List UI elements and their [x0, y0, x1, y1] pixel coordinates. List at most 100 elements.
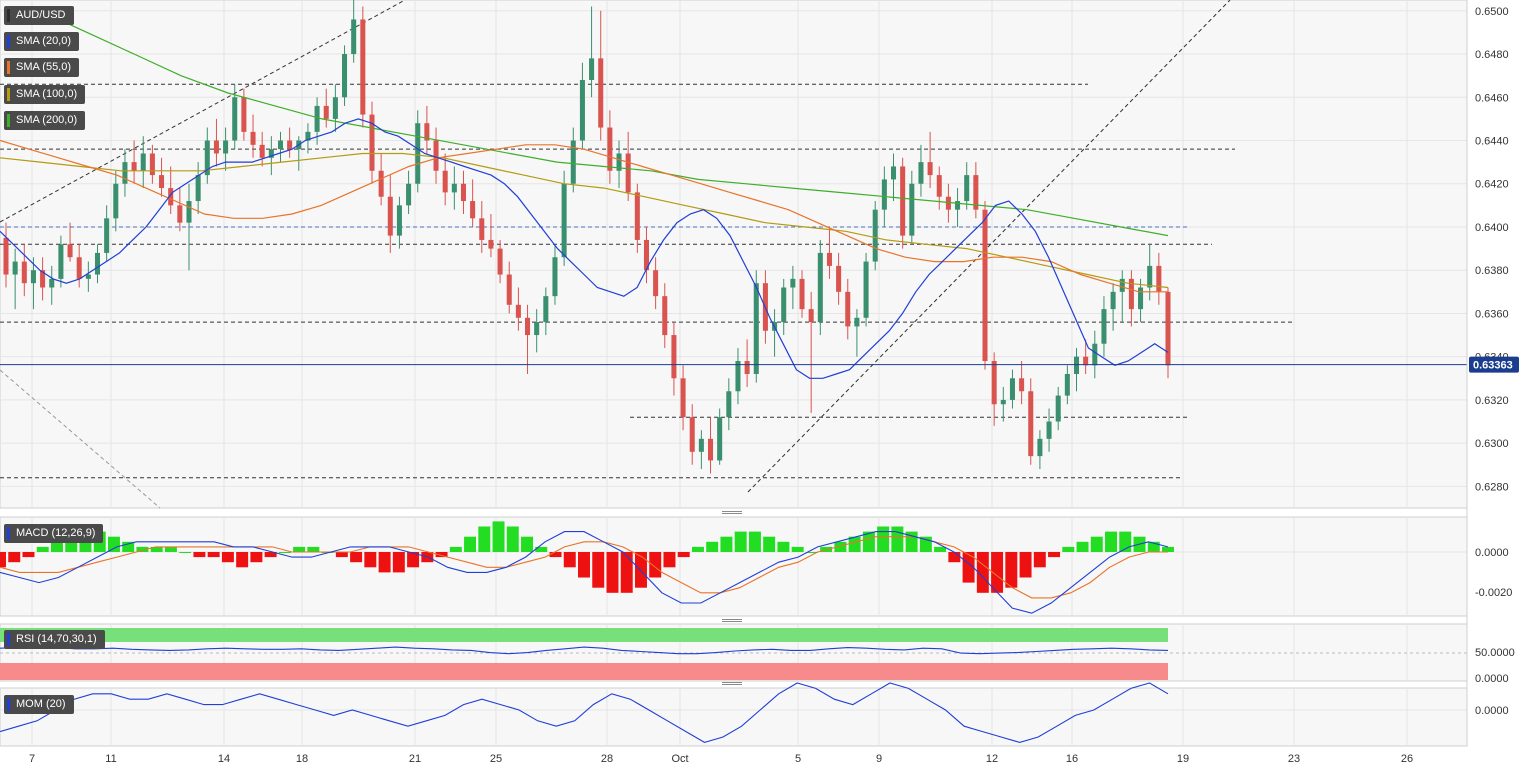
macd-resize-handle[interactable]: [722, 511, 742, 516]
candle-body: [1092, 343, 1098, 366]
sma-200-swatch: [7, 114, 10, 127]
legend-mom[interactable]: MOM (20): [4, 695, 74, 714]
macd-histogram-bar: [122, 541, 135, 552]
macd-histogram-bar: [1162, 546, 1174, 552]
legend-sma-55[interactable]: SMA (55,0): [4, 58, 80, 77]
x-tick-label: 7: [29, 753, 35, 765]
candle-body: [909, 183, 915, 236]
candle-body: [955, 201, 961, 210]
candle-body: [836, 265, 842, 292]
x-tick-label: Oct: [671, 753, 688, 765]
x-tick-label: 5: [795, 753, 801, 765]
candle-body: [1165, 291, 1171, 366]
candle-body: [863, 261, 869, 318]
candle-body: [589, 58, 595, 80]
rsi-resize-handle[interactable]: [722, 619, 742, 624]
candle-body: [991, 361, 997, 405]
legend-macd[interactable]: MACD (12,26,9): [4, 524, 104, 543]
candle-body: [607, 127, 613, 171]
macd-histogram-bar: [1048, 552, 1061, 558]
macd-histogram-bar: [691, 546, 704, 552]
rsi-oversold-band: [0, 663, 1168, 680]
price-tick-label: 0.6300: [1475, 438, 1509, 450]
candle-body: [323, 105, 329, 119]
candle-body: [223, 140, 229, 154]
x-tick-label: 19: [1177, 753, 1189, 765]
macd-histogram-bar: [264, 552, 277, 558]
candle-body: [76, 257, 82, 279]
candle-body: [936, 175, 942, 197]
macd-histogram-bar: [606, 552, 619, 593]
candle-body: [570, 140, 576, 184]
macd-histogram-bar: [677, 552, 690, 558]
price-tick-label: 0.6380: [1475, 265, 1509, 277]
candle-body: [131, 162, 137, 171]
macd-histogram-bar: [0, 552, 6, 568]
macd-histogram-bar: [521, 536, 534, 552]
macd-histogram-bar: [22, 552, 35, 558]
candle-body: [12, 261, 18, 275]
macd-histogram-bar: [962, 552, 975, 583]
macd-histogram-bar: [464, 536, 477, 552]
candle-body: [561, 183, 567, 258]
candle-body: [982, 209, 988, 362]
candle-body: [726, 391, 732, 418]
candle-body: [287, 140, 293, 150]
macd-histogram-bar: [777, 541, 790, 552]
price-tick-label: 0.6460: [1475, 92, 1509, 104]
sma-20-line: [0, 118, 1169, 379]
candle-body: [900, 166, 906, 236]
candle-body: [1037, 438, 1043, 457]
macd-histogram-bar: [506, 526, 519, 552]
candle-body: [177, 205, 183, 223]
instrument-tag[interactable]: AUD/USD: [4, 6, 74, 25]
candle-body: [579, 79, 585, 141]
macd-panel-bg: [0, 516, 1468, 617]
candle-body: [1083, 356, 1089, 366]
x-tick-label: 26: [1401, 753, 1413, 765]
candle-body: [1101, 309, 1107, 344]
candle-body: [671, 335, 677, 379]
candle-body: [140, 153, 146, 171]
price-tick-label: 0.6360: [1475, 308, 1509, 320]
candle-body: [451, 183, 457, 193]
macd-histogram-bar: [8, 552, 21, 563]
macd-histogram-bar: [1090, 536, 1103, 552]
macd-histogram-bar: [1119, 531, 1132, 552]
candle-body: [515, 304, 521, 318]
instrument-swatch: [7, 9, 10, 22]
candle-body: [149, 153, 155, 176]
macd-histogram-bar: [649, 552, 662, 578]
legend-rsi[interactable]: RSI (14,70,30,1): [4, 630, 105, 649]
macd-histogram-bar: [293, 546, 306, 552]
candle-body: [351, 19, 357, 55]
candle-body: [415, 123, 421, 184]
legend-sma-100[interactable]: SMA (100,0): [4, 85, 86, 104]
macd-histogram-bar: [1147, 541, 1160, 552]
candle-body: [259, 144, 265, 158]
candle-body: [753, 283, 759, 374]
candle-body: [396, 205, 402, 236]
macd-histogram-bar: [378, 552, 391, 573]
candle-body: [598, 58, 604, 128]
macd-histogram-bar: [1062, 546, 1075, 552]
candle-body: [30, 270, 36, 284]
candle-body: [58, 244, 64, 279]
mom-resize-handle[interactable]: [722, 682, 742, 687]
current-price-value: 0.63363: [1473, 360, 1513, 372]
candle-body: [799, 278, 805, 310]
candle-body: [973, 175, 979, 210]
candle-body: [104, 218, 110, 253]
macd-histogram-bar: [492, 521, 505, 552]
x-tick-label: 14: [218, 753, 230, 765]
macd-label: MACD (12,26,9): [16, 527, 96, 539]
sma-55-label: SMA (55,0): [16, 61, 72, 73]
x-tick-label: 23: [1288, 753, 1300, 765]
mom-tick-label: 0.0000: [1475, 705, 1509, 717]
macd-histogram-bar: [877, 526, 890, 552]
mom-label: MOM (20): [16, 698, 66, 710]
legend-sma-20[interactable]: SMA (20,0): [4, 32, 80, 51]
legend-sma-200[interactable]: SMA (200,0): [4, 111, 86, 130]
price-tick-label: 0.6420: [1475, 179, 1509, 191]
